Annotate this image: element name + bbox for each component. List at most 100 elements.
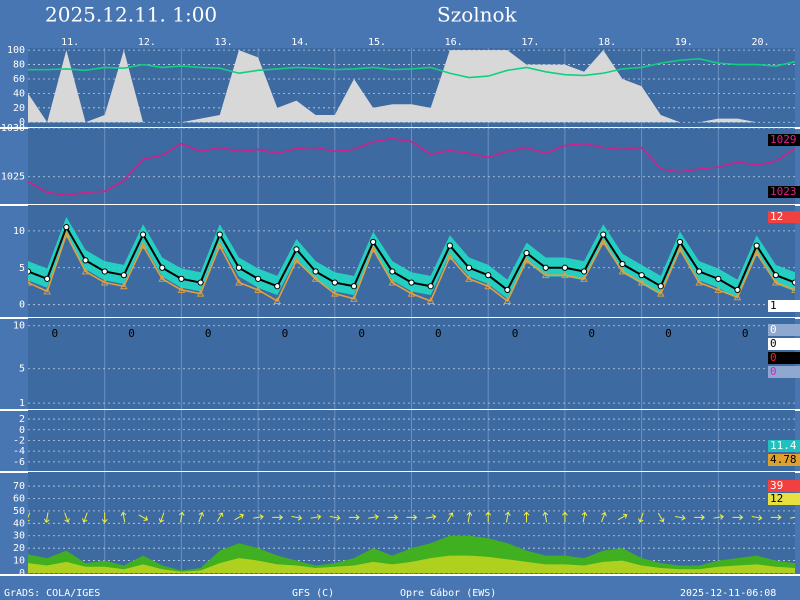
wind-arrow: [446, 512, 454, 522]
daily-total: 0: [282, 327, 289, 340]
wind-arrow: [466, 511, 473, 523]
point: [772, 272, 779, 279]
point: [255, 275, 262, 282]
y-tick-label: 30: [13, 531, 25, 542]
wind-arrow: [581, 511, 588, 523]
day-label: 20.: [751, 37, 769, 48]
point: [523, 249, 530, 257]
wind-arrow: [310, 514, 322, 520]
point: [657, 283, 664, 290]
y-tick-label: 10: [13, 556, 25, 567]
place: Szolnok: [437, 3, 518, 27]
day-label: 12.: [138, 37, 156, 48]
y-tick-label: 2: [19, 414, 25, 425]
y-tick-label: 0: [19, 300, 25, 311]
daily-total: 0: [588, 327, 595, 340]
wind-arrow: [158, 512, 165, 523]
point: [484, 282, 492, 290]
point: [197, 279, 204, 286]
point: [235, 278, 243, 286]
point: [82, 257, 89, 264]
wind-arrow: [601, 511, 607, 523]
day-label: 15.: [368, 37, 386, 48]
point: [159, 264, 166, 271]
day-label: 17.: [521, 37, 539, 48]
y-tick-label: 1: [19, 398, 25, 409]
date: 2025.12.11. 1:00: [45, 3, 217, 27]
summary-box: [768, 440, 800, 452]
point: [733, 293, 742, 301]
point: [62, 230, 71, 238]
y-tick-label: 5: [19, 364, 25, 375]
point: [389, 268, 396, 275]
day-label: 16.: [445, 37, 463, 48]
wind-arrow: [638, 512, 644, 523]
point: [714, 285, 723, 293]
summary-box: [768, 454, 800, 466]
summary-box: [768, 134, 800, 146]
summary-box: [768, 366, 800, 378]
point: [427, 283, 434, 290]
summary-label: 39: [770, 479, 783, 492]
wind-arrow: [485, 511, 492, 523]
point: [619, 260, 626, 268]
wind-arrow: [770, 514, 782, 521]
plot: [28, 50, 795, 123]
footer-text: GrADS: COLA/IGES: [4, 588, 100, 599]
y-tick-label: 0: [19, 425, 25, 436]
point: [561, 271, 569, 279]
footer-text: GFS (C): [292, 588, 334, 599]
area: [28, 555, 795, 574]
y-tick-label: -2: [13, 435, 25, 446]
point: [541, 271, 550, 279]
wind-arrow: [101, 512, 108, 524]
footer-text: 2025-12-11-06:08: [680, 588, 776, 599]
wind-arrow: [789, 514, 795, 520]
point: [695, 278, 703, 286]
wind-arrow: [657, 512, 665, 523]
summary-label: 1: [770, 299, 777, 312]
y-tick-label: 20: [13, 543, 25, 554]
point: [465, 264, 473, 271]
wind-arrow: [138, 514, 149, 521]
point: [28, 268, 32, 275]
wind-arrow: [368, 514, 379, 520]
y-tick-label: -4: [13, 446, 25, 457]
plot: [28, 137, 795, 197]
point: [101, 268, 108, 275]
point: [734, 286, 741, 294]
point: [791, 285, 795, 293]
summary-label: 11.4: [770, 439, 797, 452]
point: [791, 279, 795, 286]
summary-label: 12: [770, 492, 783, 505]
point: [196, 289, 205, 297]
point: [465, 274, 473, 282]
daily-total: 0: [128, 327, 135, 340]
summary-box: [768, 186, 800, 198]
point: [44, 275, 51, 282]
wind-arrow: [406, 514, 418, 521]
day-label: 18.: [598, 37, 616, 48]
wind-arrow: [617, 513, 628, 521]
point: [446, 252, 454, 260]
point: [28, 278, 32, 286]
y-tick-label: 100: [7, 45, 25, 56]
point: [350, 283, 358, 290]
line: [28, 58, 795, 79]
summary-box: [768, 480, 800, 492]
summary-label: 0: [770, 323, 777, 336]
daily-total: 0: [358, 327, 365, 340]
daily-total: 0: [512, 327, 519, 340]
y-tick-label: 5: [19, 263, 25, 274]
point: [254, 285, 262, 293]
summary-box: [768, 352, 800, 364]
point: [407, 289, 416, 297]
point: [676, 238, 684, 246]
summary-box: [768, 300, 800, 312]
point: [178, 275, 185, 282]
daily-total: 0: [52, 327, 59, 340]
line: [28, 232, 795, 303]
wind-arrow: [425, 514, 437, 520]
point: [43, 287, 51, 295]
summary-label: 0: [770, 337, 777, 350]
